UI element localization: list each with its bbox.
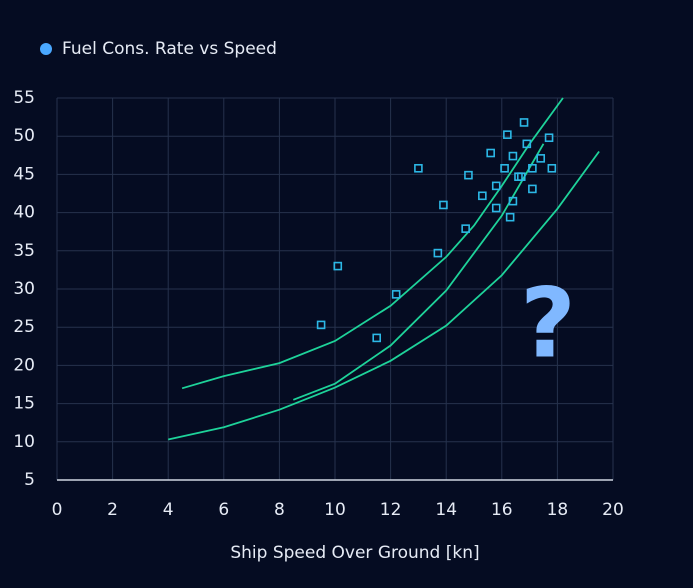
scatter-point [464, 170, 473, 180]
y-tick-label: 5 [24, 470, 35, 490]
scatter-point [516, 172, 526, 181]
x-tick-label: 18 [547, 500, 569, 520]
y-tick-label: 30 [13, 279, 35, 299]
y-tick-label: 15 [13, 394, 35, 414]
scatter-point [333, 261, 343, 271]
scatter-point [544, 133, 554, 143]
legend-marker [40, 43, 52, 55]
x-axis-label: Ship Speed Over Ground [kn] [230, 543, 479, 563]
scatter-point [461, 224, 470, 233]
x-tick-label: 8 [274, 500, 285, 520]
y-tick-label: 10 [13, 432, 35, 452]
scatter-point [491, 203, 501, 213]
scatter-point [519, 118, 529, 127]
y-tick-label: 50 [13, 126, 35, 146]
scatter-point [414, 163, 423, 173]
scatter-point [536, 154, 546, 163]
x-tick-label: 6 [218, 500, 229, 520]
x-tick-label: 0 [52, 500, 63, 520]
fit-curve [181, 97, 564, 390]
y-tick-label: 20 [13, 355, 35, 375]
y-tick-label: 45 [13, 164, 35, 184]
scatter-point [486, 148, 495, 158]
scatter-point [505, 212, 515, 222]
scatter-point [439, 200, 448, 210]
scatter-point [528, 184, 537, 194]
y-tick-label: 55 [13, 88, 35, 108]
scatter-point [508, 151, 518, 161]
scatter-point [491, 181, 501, 191]
y-tick-label: 40 [13, 203, 35, 223]
scatter-point [528, 163, 537, 173]
x-tick-label: 20 [602, 500, 624, 520]
scatter-point [478, 191, 487, 201]
scatter-point [522, 139, 532, 149]
scatter-point [547, 163, 557, 173]
x-tick-label: 16 [491, 500, 513, 520]
scatter-point [508, 196, 518, 206]
y-tick-label: 35 [13, 241, 35, 261]
x-tick-label: 12 [380, 500, 402, 520]
x-tick-label: 14 [435, 500, 457, 520]
y-tick-label: 25 [13, 317, 35, 337]
scatter-point [372, 333, 382, 343]
x-tick-label: 2 [107, 500, 118, 520]
fit-curve [168, 150, 600, 441]
scatter-point [316, 320, 326, 330]
x-tick-label: 10 [324, 500, 346, 520]
fit-curve [292, 143, 545, 401]
legend-label: Fuel Cons. Rate vs Speed [62, 39, 277, 59]
scatter-point [500, 163, 509, 173]
scatter-point [391, 290, 401, 299]
x-tick-label: 4 [163, 500, 174, 520]
annotation: ? [520, 267, 576, 379]
scatter-point [503, 130, 512, 139]
scatter-point [433, 248, 443, 258]
